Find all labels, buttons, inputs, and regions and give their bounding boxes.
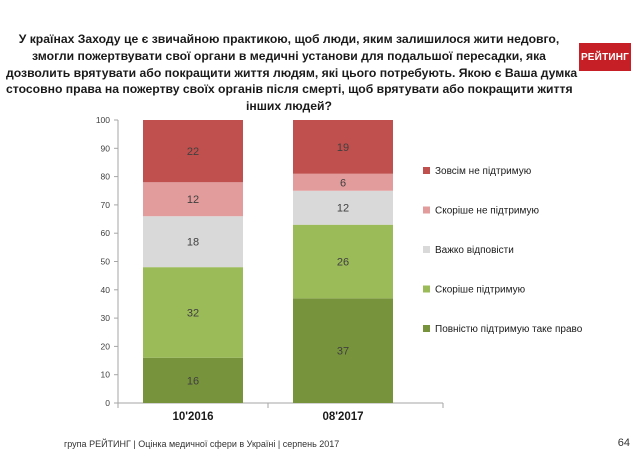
y-tick-label: 50 [101,257,111,267]
bar-segment [293,120,393,174]
legend-swatch [423,285,430,293]
y-tick-label: 0 [105,398,110,408]
title-line-5: інших людей? [245,99,332,114]
legend-swatch [423,325,430,332]
logo-text: РЕЙТИНГ [580,51,630,63]
legend-label: Повністю підтримую таке право [435,324,583,335]
bar-segment [293,298,393,403]
y-tick-label: 30 [101,313,111,323]
legend-label: Зовсім не підтримую [435,166,532,177]
y-tick-label: 10 [101,370,111,380]
data-label: 6 [340,177,346,189]
bar-segment [143,182,243,217]
title-line-1: У країнах Заходу це є звичайною практико… [18,32,560,46]
page-number: 64 [617,437,630,449]
y-tick-label: 20 [101,341,111,351]
bar-segment [143,216,243,268]
data-label: 37 [337,346,349,358]
y-tick-label: 100 [96,115,110,125]
data-label: 12 [337,203,349,215]
y-tick-label: 90 [101,143,111,153]
title-line-2: змогли пожертвувати свої органи в медичн… [32,48,546,63]
legend-label: Важко відповісти [435,245,514,256]
bar-segment [143,267,243,358]
y-tick-label: 60 [101,228,111,238]
bar-segment [143,120,243,183]
stacked-bar-chart: 0 10 20 30 40 50 60 70 80 90 100 16 32 18 12 22 10'2016 3… [96,115,583,423]
footer-text: група РЕЙТИНГ | Оцінка медичної сфери в … [64,439,340,449]
data-label: 22 [187,146,199,158]
legend-swatch [423,167,430,174]
y-tick-label: 80 [101,172,111,182]
legend-swatch [423,206,430,214]
chart-title: У країнах Заходу це є звичайною практико… [6,31,578,115]
data-label: 12 [187,194,199,206]
data-label: 19 [337,142,349,154]
data-label: 26 [337,257,349,269]
title-line-3: дозволить врятувати або покращити життя … [6,65,578,80]
legend-label: Скоріше підтримую [435,285,526,296]
bar-segment [143,357,243,403]
bar-segment [293,173,393,191]
bar-segment [293,224,393,299]
legend-swatch [423,246,430,253]
y-tick-label: 70 [101,200,111,210]
rating-logo: РЕЙТИНГ [579,43,631,71]
title-line-4: стосовно права на пожертву своїх органів… [6,82,573,97]
data-label: 32 [187,307,199,319]
y-tick-label: 40 [101,285,111,295]
legend-label: Скоріше не підтримую [435,206,539,217]
x-category-label: 10'2016 [172,411,213,423]
data-label: 16 [187,375,199,387]
data-label: 18 [187,237,199,249]
bar-segment [293,190,393,225]
x-category-label: 08'2017 [322,411,363,423]
